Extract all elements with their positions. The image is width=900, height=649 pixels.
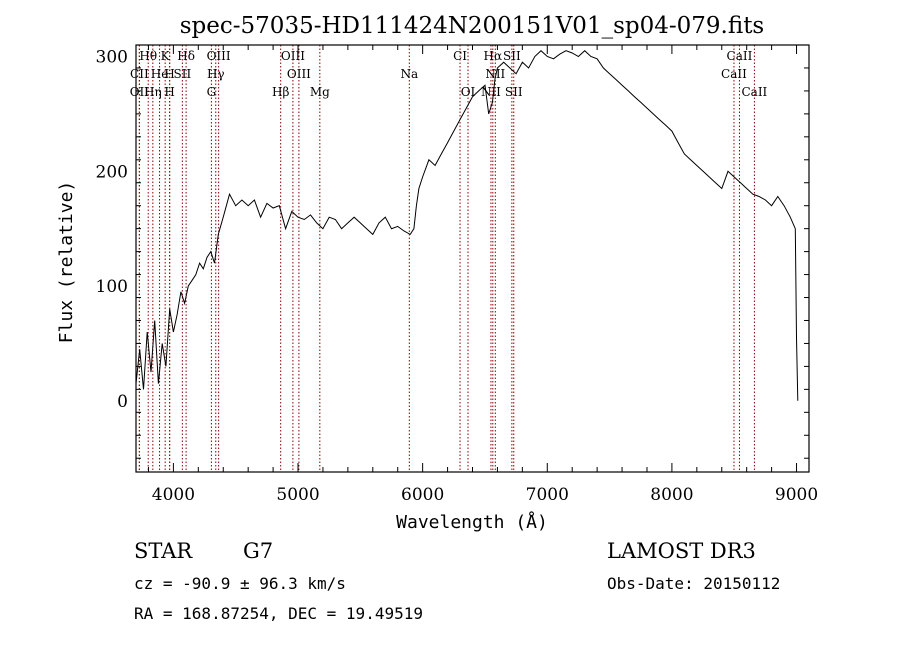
spectral-line-label: CaII bbox=[721, 67, 747, 81]
spectral-line-label: NII bbox=[481, 85, 501, 99]
spectral-line-label: OIII bbox=[281, 49, 305, 63]
spectral-line-label: Hθ bbox=[139, 49, 157, 63]
spectral-line-label: Hβ bbox=[272, 85, 289, 99]
spectral-line-label: Hη bbox=[144, 85, 162, 99]
x-tick-label: 5000 bbox=[276, 485, 319, 505]
spectral-line-label: OIII bbox=[287, 67, 311, 81]
spectral-line-label: H bbox=[164, 85, 174, 99]
x-axis: 4000 5000 6000 7000 8000 9000 bbox=[147, 45, 818, 505]
spectral-line-label: CII bbox=[130, 67, 149, 81]
spectrum-line bbox=[135, 50, 799, 401]
x-tick-label: 8000 bbox=[650, 485, 693, 505]
y-tick-label: 200 bbox=[96, 162, 128, 182]
spectral-line-label: OI bbox=[461, 85, 476, 99]
spectral-line-label: Hα bbox=[484, 49, 503, 63]
y-axis: 0 100 200 300 bbox=[96, 47, 809, 459]
spectral-line-label: SII bbox=[505, 85, 523, 99]
redshift-readout: cz = -90.9 ± 96.3 km/s bbox=[134, 574, 346, 593]
object-subclass: G7 bbox=[243, 539, 274, 563]
spectral-line-label: SII bbox=[503, 49, 521, 63]
x-tick-label: 6000 bbox=[401, 485, 444, 505]
spectral-line-label: Hδ bbox=[177, 49, 195, 63]
obs-date: Obs-Date: 20150112 bbox=[607, 574, 781, 593]
spectral-line-label: Hγ bbox=[207, 67, 225, 81]
survey-name: LAMOST DR3 bbox=[607, 539, 756, 563]
y-tick-label: 0 bbox=[117, 392, 128, 412]
x-tick-label: 4000 bbox=[152, 485, 195, 505]
spectral-line-label: G bbox=[207, 85, 217, 99]
spectral-line-label: SII bbox=[174, 67, 192, 81]
plot-frame bbox=[135, 44, 810, 473]
x-axis-label: Wavelength (Å) bbox=[396, 511, 548, 533]
spectral-line-label: H bbox=[164, 67, 174, 81]
y-tick-label: 100 bbox=[96, 277, 128, 297]
spectral-line-label: OIII bbox=[207, 49, 231, 63]
spectral-line-markers bbox=[138, 45, 755, 472]
y-tick-label: 300 bbox=[96, 47, 128, 67]
spectral-line-label: Mg bbox=[310, 85, 330, 99]
x-tick-label: 9000 bbox=[775, 485, 818, 505]
spectral-line-label: Na bbox=[400, 67, 418, 81]
spectral-line-label: He bbox=[151, 67, 169, 81]
spectral-line-label: CaII bbox=[727, 49, 753, 63]
x-tick-label: 7000 bbox=[526, 485, 569, 505]
coordinates: RA = 168.87254, DEC = 19.49519 bbox=[134, 604, 423, 623]
spectral-line-label: OII bbox=[130, 85, 150, 99]
object-class: STAR bbox=[134, 539, 193, 563]
spectral-line-label: K bbox=[161, 49, 171, 63]
spectral-line-label: CaII bbox=[741, 85, 767, 99]
spectral-line-label: CI bbox=[453, 49, 467, 63]
y-axis-label: Flux (relative) bbox=[56, 181, 77, 344]
spectral-line-label: NII bbox=[485, 67, 505, 81]
chart-title: spec-57035-HD111424N200151V01_sp04-079.f… bbox=[180, 13, 765, 39]
